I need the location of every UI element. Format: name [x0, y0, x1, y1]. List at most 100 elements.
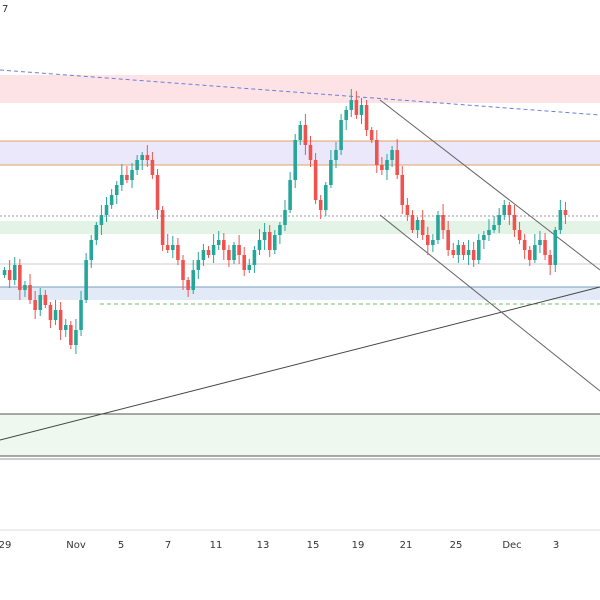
candle-body: [538, 240, 542, 245]
candle-body: [150, 160, 155, 175]
candle-body: [466, 250, 471, 255]
candle-body: [476, 240, 481, 260]
candle-body: [446, 230, 450, 250]
candle-body: [69, 325, 73, 345]
candle-body: [471, 250, 476, 260]
candle-body: [227, 250, 231, 260]
candle-body: [543, 240, 547, 255]
candle-body: [63, 325, 68, 330]
trendline: [0, 286, 600, 441]
candle-body: [171, 245, 175, 250]
candle-body: [436, 215, 440, 240]
candle-body: [114, 185, 119, 195]
candle-body: [497, 215, 501, 225]
candle-body: [140, 155, 145, 160]
trendline: [379, 99, 600, 271]
candle-body: [130, 170, 134, 180]
candle-body: [533, 245, 537, 260]
candle-body: [415, 220, 420, 230]
candle-body: [395, 150, 399, 175]
candle-body: [53, 310, 58, 320]
candle-body: [257, 240, 262, 250]
candle-body: [252, 250, 257, 265]
candle-body: [74, 330, 78, 345]
candle-body: [155, 175, 160, 210]
candle-body: [216, 240, 221, 245]
candle-body: [104, 205, 109, 215]
candle-body: [431, 240, 435, 245]
candle-body: [385, 160, 389, 170]
candle-body: [79, 300, 83, 330]
candle-body: [344, 110, 348, 120]
candle-body: [410, 215, 415, 230]
candle-body: [517, 230, 522, 240]
x-tick-label: 13: [257, 540, 270, 551]
candle-body: [84, 260, 88, 300]
candle-body: [283, 210, 287, 225]
candle-body: [43, 295, 48, 305]
x-tick-label: 25: [450, 540, 463, 551]
candle-body: [461, 245, 466, 255]
trendline: [0, 69, 600, 116]
x-tick-label: 19: [352, 540, 365, 551]
candle-body: [313, 160, 318, 200]
x-tick-label: 29: [0, 540, 11, 551]
candle-body: [553, 230, 558, 265]
candle-body: [512, 215, 517, 230]
candle-body: [522, 240, 527, 250]
resistance-zone: [0, 75, 600, 103]
candle-body: [456, 245, 461, 255]
demand-zone: [0, 287, 600, 300]
candle-body: [48, 305, 53, 320]
candle-body: [165, 245, 170, 250]
candle-body: [558, 210, 563, 230]
candle-body: [94, 225, 99, 240]
x-tick-label: Dec: [502, 540, 521, 551]
candle-body: [273, 235, 277, 250]
candle-body: [451, 250, 456, 255]
x-tick-label: 3: [553, 540, 559, 551]
candle-body: [176, 245, 180, 260]
candle-body: [318, 200, 323, 210]
candle-body: [374, 140, 379, 165]
candle-body: [191, 270, 196, 290]
candle-body: [109, 195, 114, 205]
candle-body: [267, 232, 272, 250]
candle-body: [492, 225, 496, 230]
candle-body: [548, 255, 552, 265]
candle-body: [380, 165, 384, 170]
candle-body: [237, 245, 241, 255]
candle-body: [400, 175, 405, 205]
candle-body: [364, 105, 369, 130]
candle-body: [125, 175, 129, 180]
candle-body: [232, 245, 236, 260]
candle-body: [502, 205, 507, 215]
candle-body: [181, 260, 185, 280]
candle-body: [278, 225, 282, 235]
candle-body: [211, 245, 216, 255]
candle-body: [120, 175, 124, 185]
candle-body: [196, 260, 201, 270]
candle-body: [222, 240, 226, 250]
candle-body: [369, 130, 374, 140]
candle-body: [89, 240, 94, 260]
candle-body: [527, 250, 532, 260]
candle-body: [349, 100, 354, 110]
candle-body: [145, 155, 150, 160]
candle-body: [405, 205, 410, 215]
x-tick-label: 11: [210, 540, 223, 551]
candle-body: [7, 270, 12, 280]
candle-body: [487, 230, 491, 235]
x-tick-label: 21: [400, 540, 413, 551]
candle-body: [288, 180, 292, 210]
candle-body: [206, 250, 211, 255]
candle-body: [563, 210, 568, 215]
demand-zone: [0, 221, 600, 234]
candle-body: [58, 310, 63, 330]
candle-body: [262, 232, 267, 240]
candle-body: [186, 280, 190, 290]
x-tick-label: 5: [118, 540, 124, 551]
candle-body: [303, 125, 308, 145]
candle-body: [28, 285, 32, 300]
